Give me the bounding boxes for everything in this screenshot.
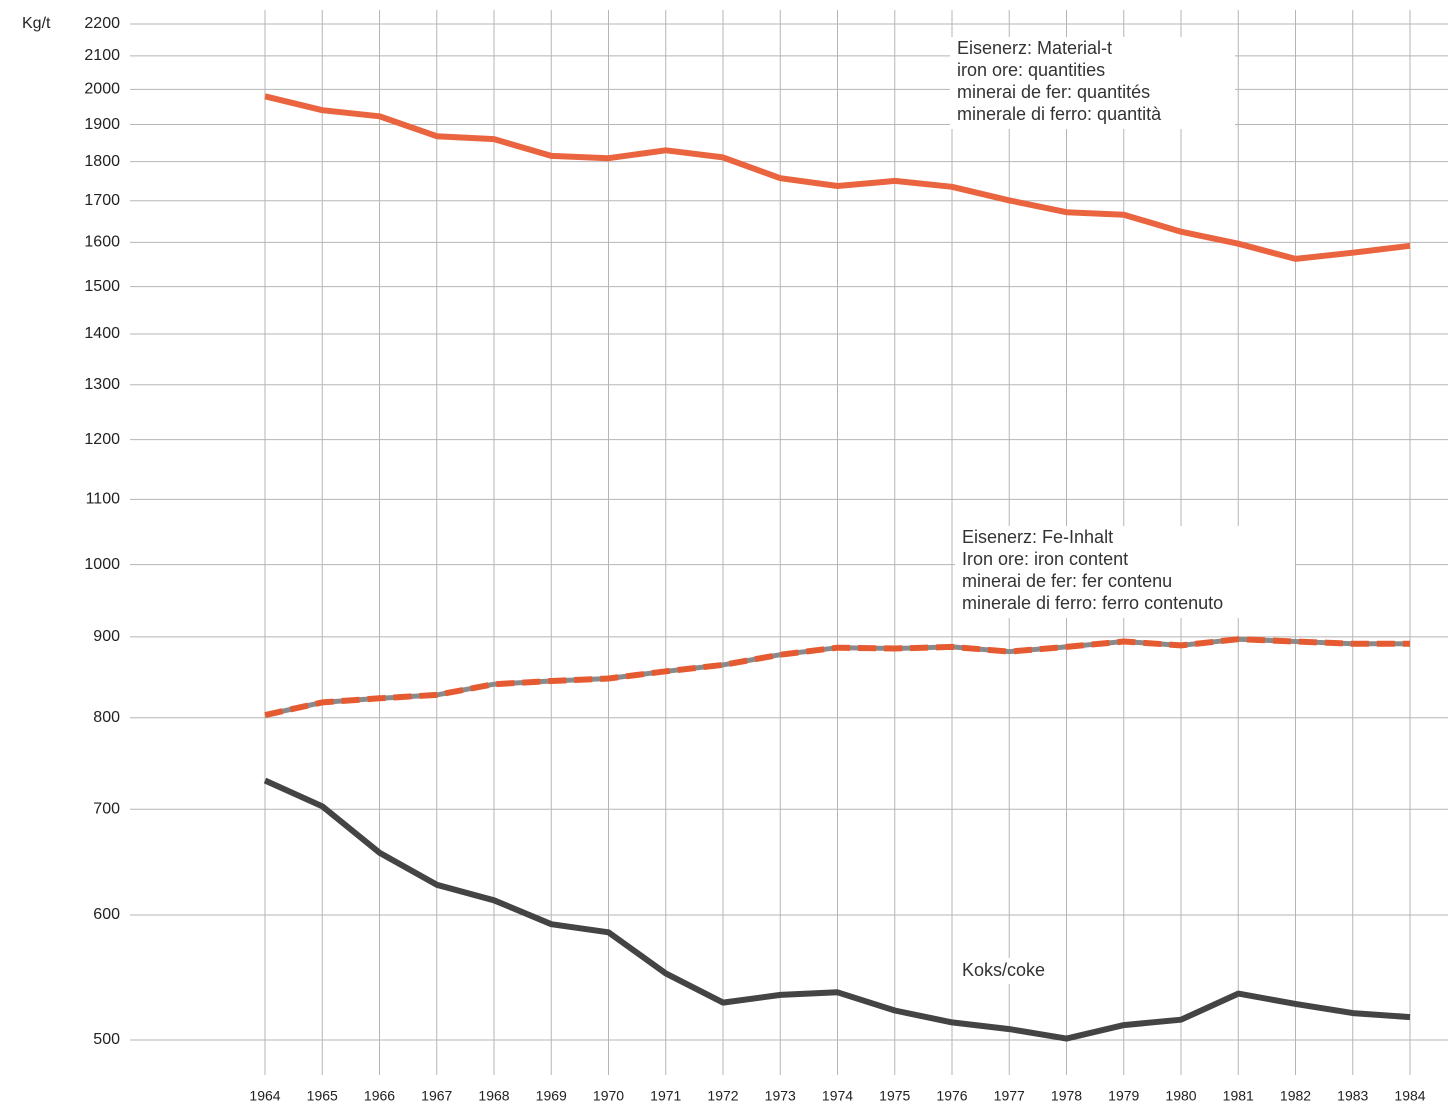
y-tick-label: 2000 bbox=[84, 81, 120, 98]
x-tick-label: 1964 bbox=[249, 1088, 280, 1104]
x-tick-label: 1979 bbox=[1108, 1088, 1139, 1104]
legend-label: iron ore: quantities bbox=[957, 60, 1105, 80]
series-line bbox=[264, 636, 1410, 719]
legend-label: minerai de fer: quantités bbox=[957, 82, 1150, 102]
legend-label: minerale di ferro: quantità bbox=[957, 104, 1162, 124]
x-tick-label: 1977 bbox=[994, 1088, 1025, 1104]
y-tick-label: 1200 bbox=[84, 431, 120, 448]
legend-label: Iron ore: iron content bbox=[962, 549, 1128, 569]
annotation-box bbox=[950, 37, 1235, 129]
x-tick-label: 1982 bbox=[1280, 1088, 1311, 1104]
series-line bbox=[264, 93, 1411, 262]
y-tick-label: 1700 bbox=[84, 192, 120, 209]
x-tick-label: 1984 bbox=[1394, 1088, 1425, 1104]
legend-label: Eisenerz: Material-t bbox=[957, 38, 1112, 58]
annotation-box bbox=[955, 958, 1065, 984]
annotation-box bbox=[955, 526, 1295, 618]
y-tick-label: 1400 bbox=[84, 325, 120, 342]
legend-label: Eisenerz: Fe-Inhalt bbox=[962, 527, 1113, 547]
y-tick-label: 1800 bbox=[84, 153, 120, 170]
x-tick-label: 1976 bbox=[936, 1088, 967, 1104]
x-tick-label: 1973 bbox=[765, 1088, 796, 1104]
y-tick-label: 1600 bbox=[84, 234, 120, 251]
x-tick-label: 1971 bbox=[650, 1088, 681, 1104]
x-tick-label: 1972 bbox=[707, 1088, 738, 1104]
legend-label: Koks/coke bbox=[962, 960, 1045, 980]
x-tick-label: 1966 bbox=[364, 1088, 395, 1104]
y-tick-label: 2200 bbox=[84, 15, 120, 32]
y-tick-label: 1900 bbox=[84, 116, 120, 133]
y-tick-label: 2100 bbox=[84, 47, 120, 64]
y-tick-label: 1300 bbox=[84, 376, 120, 393]
y-tick-label: 1500 bbox=[84, 278, 120, 295]
x-tick-label: 1981 bbox=[1223, 1088, 1254, 1104]
y-tick-label: 500 bbox=[93, 1031, 120, 1048]
x-tick-label: 1970 bbox=[593, 1088, 624, 1104]
x-tick-label: 1965 bbox=[307, 1088, 338, 1104]
series-line bbox=[263, 777, 1411, 1042]
x-tick-label: 1974 bbox=[822, 1088, 853, 1104]
x-tick-label: 1980 bbox=[1165, 1088, 1196, 1104]
x-tick-label: 1968 bbox=[478, 1088, 509, 1104]
y-tick-label: 1100 bbox=[86, 491, 121, 508]
x-tick-label: 1967 bbox=[421, 1088, 452, 1104]
y-tick-label: 1000 bbox=[84, 556, 120, 573]
y-tick-label: 900 bbox=[93, 628, 120, 645]
x-tick-label: 1975 bbox=[879, 1088, 910, 1104]
x-tick-label: 1978 bbox=[1051, 1088, 1082, 1104]
x-tick-label: 1969 bbox=[536, 1088, 567, 1104]
y-tick-label: 600 bbox=[93, 906, 120, 923]
legend-label: minerai de fer: fer contenu bbox=[962, 571, 1172, 591]
y-axis-label: Kg/t bbox=[22, 15, 51, 32]
legend-label: minerale di ferro: ferro contenuto bbox=[962, 593, 1223, 613]
y-tick-label: 700 bbox=[93, 800, 120, 817]
y-tick-label: 800 bbox=[93, 709, 120, 726]
x-tick-label: 1983 bbox=[1337, 1088, 1368, 1104]
